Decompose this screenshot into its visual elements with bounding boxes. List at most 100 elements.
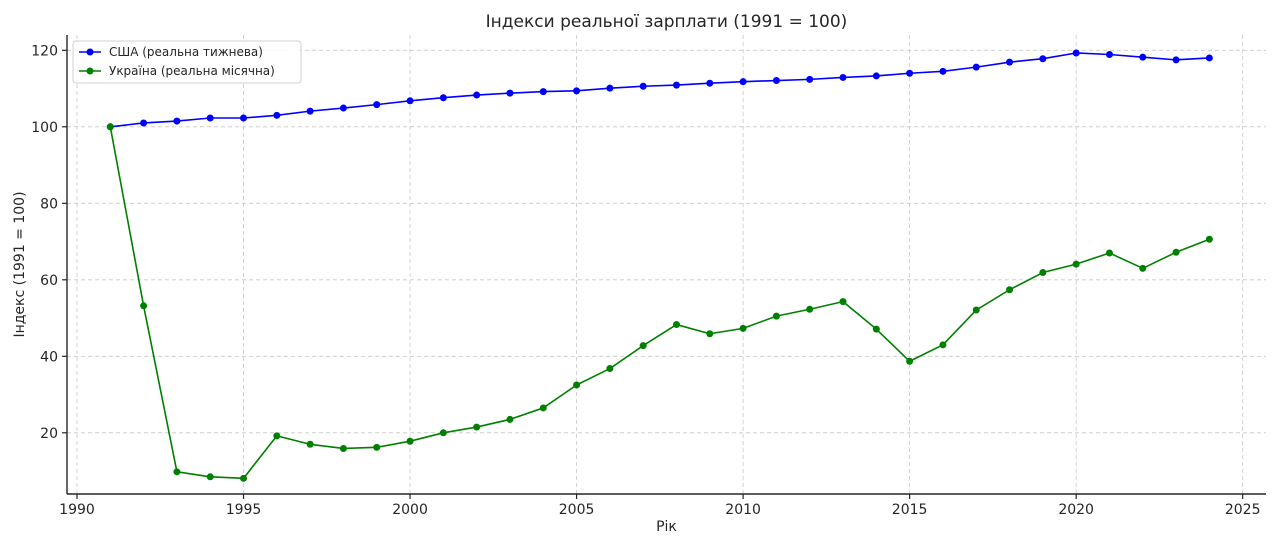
data-point <box>1205 54 1213 62</box>
data-point <box>739 78 747 86</box>
data-point <box>206 114 214 122</box>
x-axis-label: Рік <box>656 519 677 535</box>
data-point <box>772 77 780 85</box>
data-point <box>872 72 880 80</box>
data-point <box>939 67 947 75</box>
y-tick-label: 40 <box>40 349 58 365</box>
data-point <box>306 107 314 115</box>
legend-label: США (реальна тижнева) <box>109 45 263 59</box>
data-point <box>806 305 814 313</box>
data-point <box>1072 49 1080 57</box>
data-point <box>439 94 447 102</box>
data-point <box>573 381 581 389</box>
data-point <box>706 330 714 338</box>
data-point <box>473 423 481 431</box>
legend-swatch-marker <box>86 67 94 75</box>
data-point <box>206 473 214 481</box>
data-point <box>173 117 181 125</box>
data-point <box>739 324 747 332</box>
chart-title: Індекси реальної зарплати (1991 = 100) <box>486 12 848 32</box>
data-point <box>473 91 481 99</box>
data-point <box>1105 51 1113 59</box>
data-point <box>406 437 414 445</box>
data-point <box>339 444 347 452</box>
data-point <box>539 404 547 412</box>
data-point <box>972 306 980 314</box>
data-point <box>573 87 581 95</box>
data-point <box>140 302 148 310</box>
data-point <box>1172 248 1180 256</box>
legend-item-ukraine: Україна (реальна місячна) <box>79 64 275 78</box>
data-point <box>173 468 181 476</box>
y-tick-label: 80 <box>40 196 58 212</box>
legend-swatch-marker <box>86 48 94 56</box>
data-point <box>273 432 281 440</box>
ticks: 1990 1995 2000 2005 2010 2015 2020 2025 20 40 60 80… <box>31 43 1260 518</box>
data-point <box>240 114 248 122</box>
data-point <box>273 111 281 119</box>
x-tick-label: 1990 <box>59 502 95 518</box>
data-point <box>506 89 514 97</box>
legend-label: Україна (реальна місячна) <box>109 64 275 78</box>
x-tick-label: 1995 <box>226 502 262 518</box>
series-ukraine <box>106 123 1213 482</box>
x-tick-label: 2015 <box>892 502 928 518</box>
data-point <box>539 88 547 96</box>
data-point <box>972 63 980 71</box>
data-point <box>1205 235 1213 243</box>
data-point <box>339 104 347 112</box>
data-point <box>1172 56 1180 64</box>
x-tick-label: 2005 <box>559 502 595 518</box>
y-axis-label: Індекс (1991 = 100) <box>12 191 28 337</box>
data-point <box>506 415 514 423</box>
data-point <box>306 440 314 448</box>
data-point <box>839 73 847 81</box>
data-point <box>240 474 248 482</box>
data-point <box>639 342 647 350</box>
series-line <box>110 52 1210 128</box>
x-tick-label: 2010 <box>725 502 761 518</box>
series-layer <box>106 49 1213 482</box>
data-point <box>406 97 414 105</box>
data-point <box>806 75 814 83</box>
data-point <box>872 325 880 333</box>
data-point <box>606 84 614 92</box>
data-point <box>140 119 148 127</box>
x-tick-label: 2020 <box>1058 502 1094 518</box>
y-tick-label: 100 <box>31 120 58 136</box>
data-point <box>906 357 914 365</box>
data-point <box>706 79 714 87</box>
legend: США (реальна тижнева) Україна (реальна м… <box>72 40 302 84</box>
data-point <box>1039 55 1047 63</box>
data-point <box>1139 53 1147 61</box>
data-point <box>373 101 381 109</box>
data-point <box>1105 249 1113 257</box>
data-point <box>639 82 647 90</box>
data-point <box>1139 264 1147 272</box>
legend-frame <box>72 40 302 84</box>
y-tick-label: 120 <box>31 43 58 59</box>
x-tick-label: 2025 <box>1225 502 1261 518</box>
data-point <box>672 321 680 329</box>
data-point <box>606 365 614 373</box>
data-point <box>672 81 680 89</box>
data-point <box>439 429 447 437</box>
y-tick-label: 20 <box>40 426 58 442</box>
grid <box>67 35 1266 494</box>
data-point <box>373 443 381 451</box>
y-tick-label: 60 <box>40 273 58 289</box>
data-point <box>1006 58 1014 66</box>
data-point <box>906 69 914 77</box>
series-line <box>109 126 1210 480</box>
legend-item-usa: США (реальна тижнева) <box>79 45 263 59</box>
x-tick-label: 2000 <box>392 502 428 518</box>
data-point <box>1039 269 1047 277</box>
series-usa <box>106 49 1213 131</box>
data-point <box>1072 260 1080 268</box>
data-point <box>1006 286 1014 294</box>
data-point <box>772 312 780 320</box>
data-point <box>939 341 947 349</box>
data-point <box>106 123 114 131</box>
